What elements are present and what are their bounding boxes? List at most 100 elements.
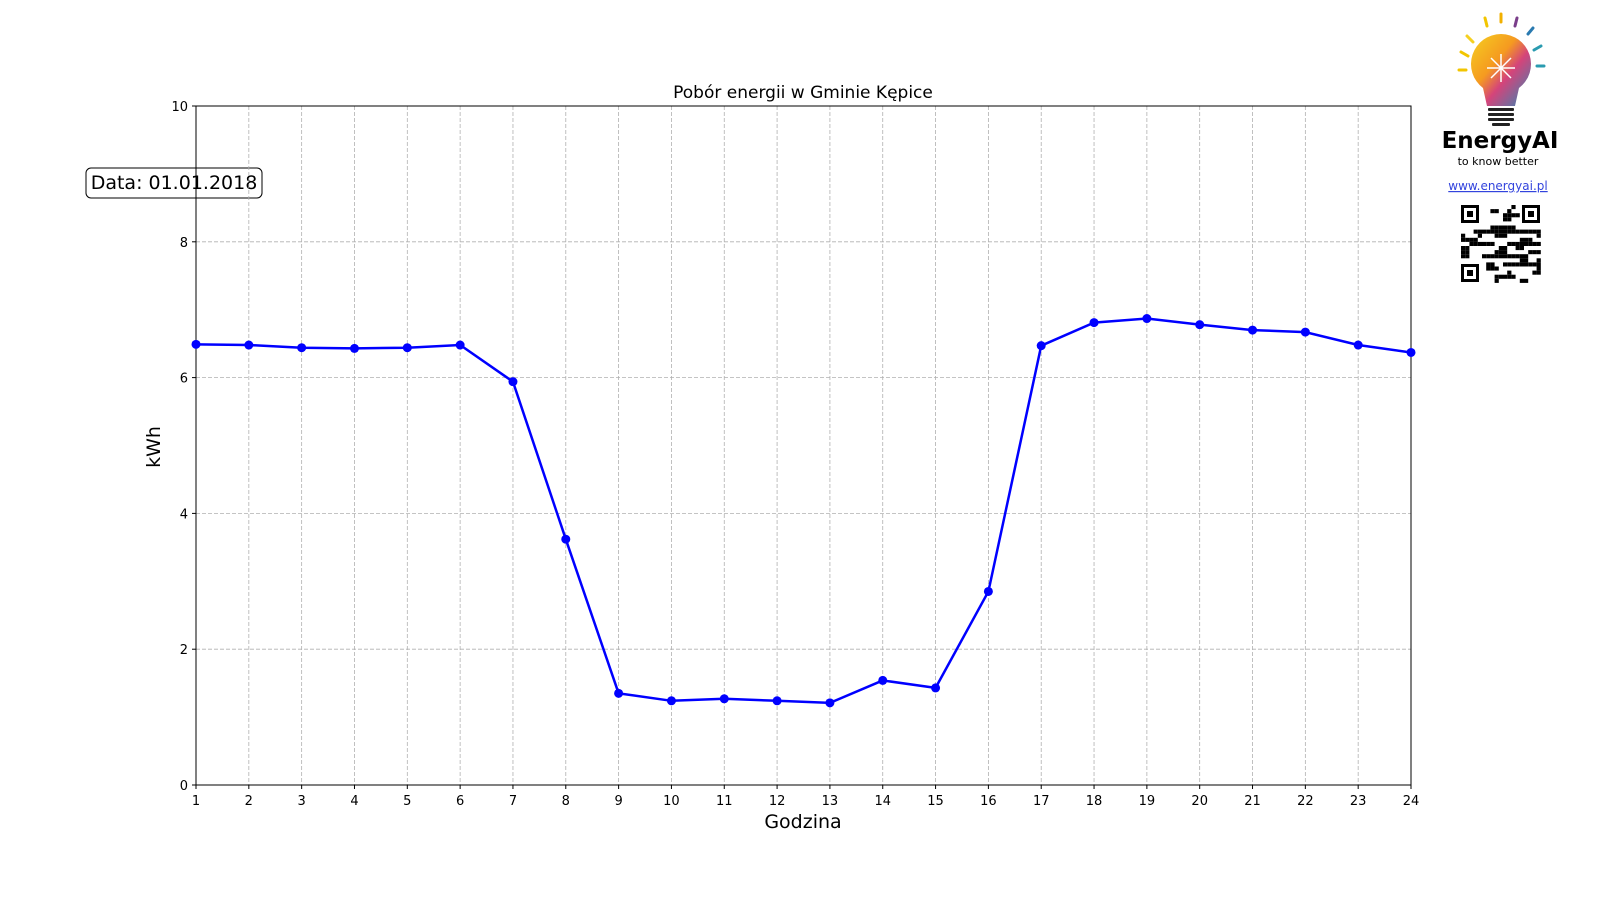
qr-module	[1524, 229, 1529, 234]
data-line	[195, 317, 1412, 705]
qr-module	[1507, 274, 1512, 279]
qr-module	[1503, 250, 1508, 255]
data-point	[825, 698, 835, 708]
qr-module	[1490, 225, 1495, 230]
x-tick-label: 14	[874, 794, 891, 809]
qr-module	[1461, 254, 1466, 259]
qr-module	[1503, 274, 1508, 279]
qr-module	[1528, 262, 1533, 267]
x-tick-label: 12	[769, 794, 786, 809]
qr-module	[1519, 254, 1524, 259]
qr-module	[1515, 229, 1520, 234]
qr-module	[1532, 262, 1537, 267]
annotation: Data: 01.01.2018	[91, 172, 258, 194]
qr-module	[1498, 225, 1503, 230]
qr-module	[1494, 250, 1499, 255]
data-point	[349, 343, 359, 353]
qr-module	[1532, 229, 1537, 234]
x-tick-label: 13	[822, 794, 839, 809]
qr-module	[1465, 237, 1470, 242]
qr-module	[1486, 229, 1491, 234]
qr-module	[1519, 229, 1524, 234]
data-point	[455, 340, 465, 350]
x-tick-label: 19	[1139, 794, 1156, 809]
x-tick-label: 9	[614, 794, 622, 809]
qr-module	[1515, 246, 1520, 251]
data-point	[244, 340, 254, 350]
x-axis-label: Godzina	[764, 811, 841, 833]
qr-module	[1473, 229, 1478, 234]
qr-module	[1507, 262, 1512, 267]
data-point	[1036, 341, 1046, 351]
qr-module	[1494, 209, 1499, 214]
data-point	[1300, 327, 1310, 337]
x-tick-label: 20	[1191, 794, 1208, 809]
qr-module	[1486, 241, 1491, 246]
qr-module	[1473, 237, 1478, 242]
qr-module	[1519, 278, 1524, 283]
annotation-box	[85, 167, 263, 199]
data-point	[983, 586, 993, 596]
y-tick-label: 4	[180, 507, 188, 522]
logo-tagline: to know better	[1458, 155, 1539, 168]
x-tick-label: 22	[1297, 794, 1314, 809]
data-point	[1089, 318, 1099, 328]
qr-module	[1536, 266, 1541, 271]
data-point	[719, 694, 729, 704]
y-tick-label: 8	[180, 236, 188, 251]
qr-code	[1461, 205, 1541, 283]
qr-module	[1507, 217, 1512, 222]
qr-module	[1494, 225, 1499, 230]
qr-module	[1477, 229, 1482, 234]
qr-module	[1486, 254, 1491, 259]
x-tick-label: 2	[245, 794, 253, 809]
qr-module	[1473, 241, 1478, 246]
qr-module	[1528, 241, 1533, 246]
qr-module	[1515, 213, 1520, 218]
x-tick-label: 16	[980, 794, 997, 809]
qr-module	[1461, 237, 1466, 242]
logo-link[interactable]: www.energyai.pl	[1448, 179, 1547, 193]
x-tick-label: 7	[509, 794, 517, 809]
data-point	[1142, 314, 1152, 324]
qr-module	[1524, 262, 1529, 267]
qr-module	[1503, 262, 1508, 267]
qr-module	[1498, 229, 1503, 234]
y-tick-label: 0	[180, 779, 188, 794]
data-point	[297, 343, 307, 353]
x-tick-label: 15	[927, 794, 944, 809]
qr-module	[1490, 209, 1495, 214]
qr-module	[1494, 254, 1499, 259]
qr-module	[1536, 241, 1541, 246]
qr-module	[1524, 254, 1529, 259]
logo-rays	[1457, 12, 1546, 72]
qr-module	[1528, 237, 1533, 242]
qr-module	[1515, 262, 1520, 267]
qr-module	[1482, 229, 1487, 234]
qr-module	[1498, 233, 1503, 238]
y-axis-label: kWh	[143, 426, 165, 468]
qr-module	[1519, 246, 1524, 251]
data-point	[666, 696, 676, 706]
qr-module	[1461, 250, 1466, 255]
logo-name: EnergyAI	[1442, 128, 1559, 154]
qr-module	[1507, 241, 1512, 246]
y-tick-label: 6	[180, 372, 188, 387]
qr-module	[1519, 241, 1524, 246]
qr-module	[1511, 225, 1516, 230]
chart-title: Pobór energii w Gminie Kępice	[673, 83, 933, 103]
qr-module	[1524, 241, 1529, 246]
qr-module	[1536, 270, 1541, 275]
data-point	[561, 534, 571, 544]
qr-module	[1477, 241, 1482, 246]
qr-module	[1511, 205, 1516, 210]
qr-module	[1503, 217, 1508, 222]
qr-module	[1503, 229, 1508, 234]
qr-module	[1482, 241, 1487, 246]
qr-module	[1503, 213, 1508, 218]
qr-module	[1461, 233, 1466, 238]
qr-module	[1515, 254, 1520, 259]
x-tick-label: 3	[298, 794, 306, 809]
data-point	[614, 688, 624, 698]
